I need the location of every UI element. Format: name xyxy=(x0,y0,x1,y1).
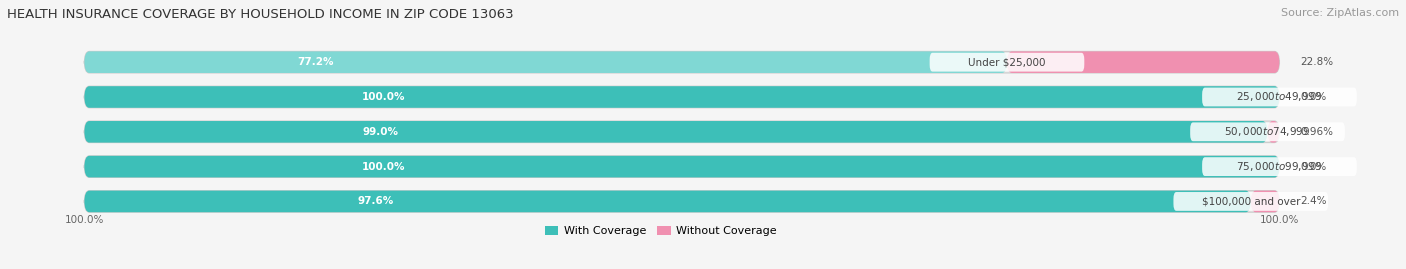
FancyBboxPatch shape xyxy=(1174,192,1329,211)
FancyBboxPatch shape xyxy=(1189,122,1344,141)
Text: $50,000 to $74,999: $50,000 to $74,999 xyxy=(1225,125,1310,138)
FancyBboxPatch shape xyxy=(929,53,1084,72)
FancyBboxPatch shape xyxy=(1007,51,1279,73)
Text: 100.0%: 100.0% xyxy=(65,215,104,225)
Text: $100,000 and over: $100,000 and over xyxy=(1202,196,1301,206)
FancyBboxPatch shape xyxy=(1268,121,1279,143)
Text: 100.0%: 100.0% xyxy=(1260,215,1299,225)
Text: 0.96%: 0.96% xyxy=(1301,127,1333,137)
FancyBboxPatch shape xyxy=(84,156,1279,178)
Text: 100.0%: 100.0% xyxy=(361,162,405,172)
Text: Source: ZipAtlas.com: Source: ZipAtlas.com xyxy=(1281,8,1399,18)
FancyBboxPatch shape xyxy=(84,86,1279,108)
Text: 0.0%: 0.0% xyxy=(1301,92,1327,102)
Text: $75,000 to $99,999: $75,000 to $99,999 xyxy=(1236,160,1323,173)
FancyBboxPatch shape xyxy=(84,121,1279,143)
FancyBboxPatch shape xyxy=(84,191,1279,212)
Text: HEALTH INSURANCE COVERAGE BY HOUSEHOLD INCOME IN ZIP CODE 13063: HEALTH INSURANCE COVERAGE BY HOUSEHOLD I… xyxy=(7,8,513,21)
Text: 97.6%: 97.6% xyxy=(359,196,394,206)
FancyBboxPatch shape xyxy=(84,51,1007,73)
Text: $25,000 to $49,999: $25,000 to $49,999 xyxy=(1236,90,1323,104)
Legend: With Coverage, Without Coverage: With Coverage, Without Coverage xyxy=(546,226,776,236)
Text: 99.0%: 99.0% xyxy=(363,127,398,137)
FancyBboxPatch shape xyxy=(84,51,1279,73)
FancyBboxPatch shape xyxy=(1202,157,1357,176)
Text: 100.0%: 100.0% xyxy=(361,92,405,102)
Text: 22.8%: 22.8% xyxy=(1301,57,1334,67)
FancyBboxPatch shape xyxy=(84,191,1251,212)
Text: 77.2%: 77.2% xyxy=(297,57,333,67)
Text: Under $25,000: Under $25,000 xyxy=(969,57,1046,67)
FancyBboxPatch shape xyxy=(1202,88,1357,107)
FancyBboxPatch shape xyxy=(84,121,1268,143)
FancyBboxPatch shape xyxy=(84,86,1279,108)
FancyBboxPatch shape xyxy=(84,156,1279,178)
Text: 2.4%: 2.4% xyxy=(1301,196,1327,206)
FancyBboxPatch shape xyxy=(1251,191,1279,212)
Text: 0.0%: 0.0% xyxy=(1301,162,1327,172)
